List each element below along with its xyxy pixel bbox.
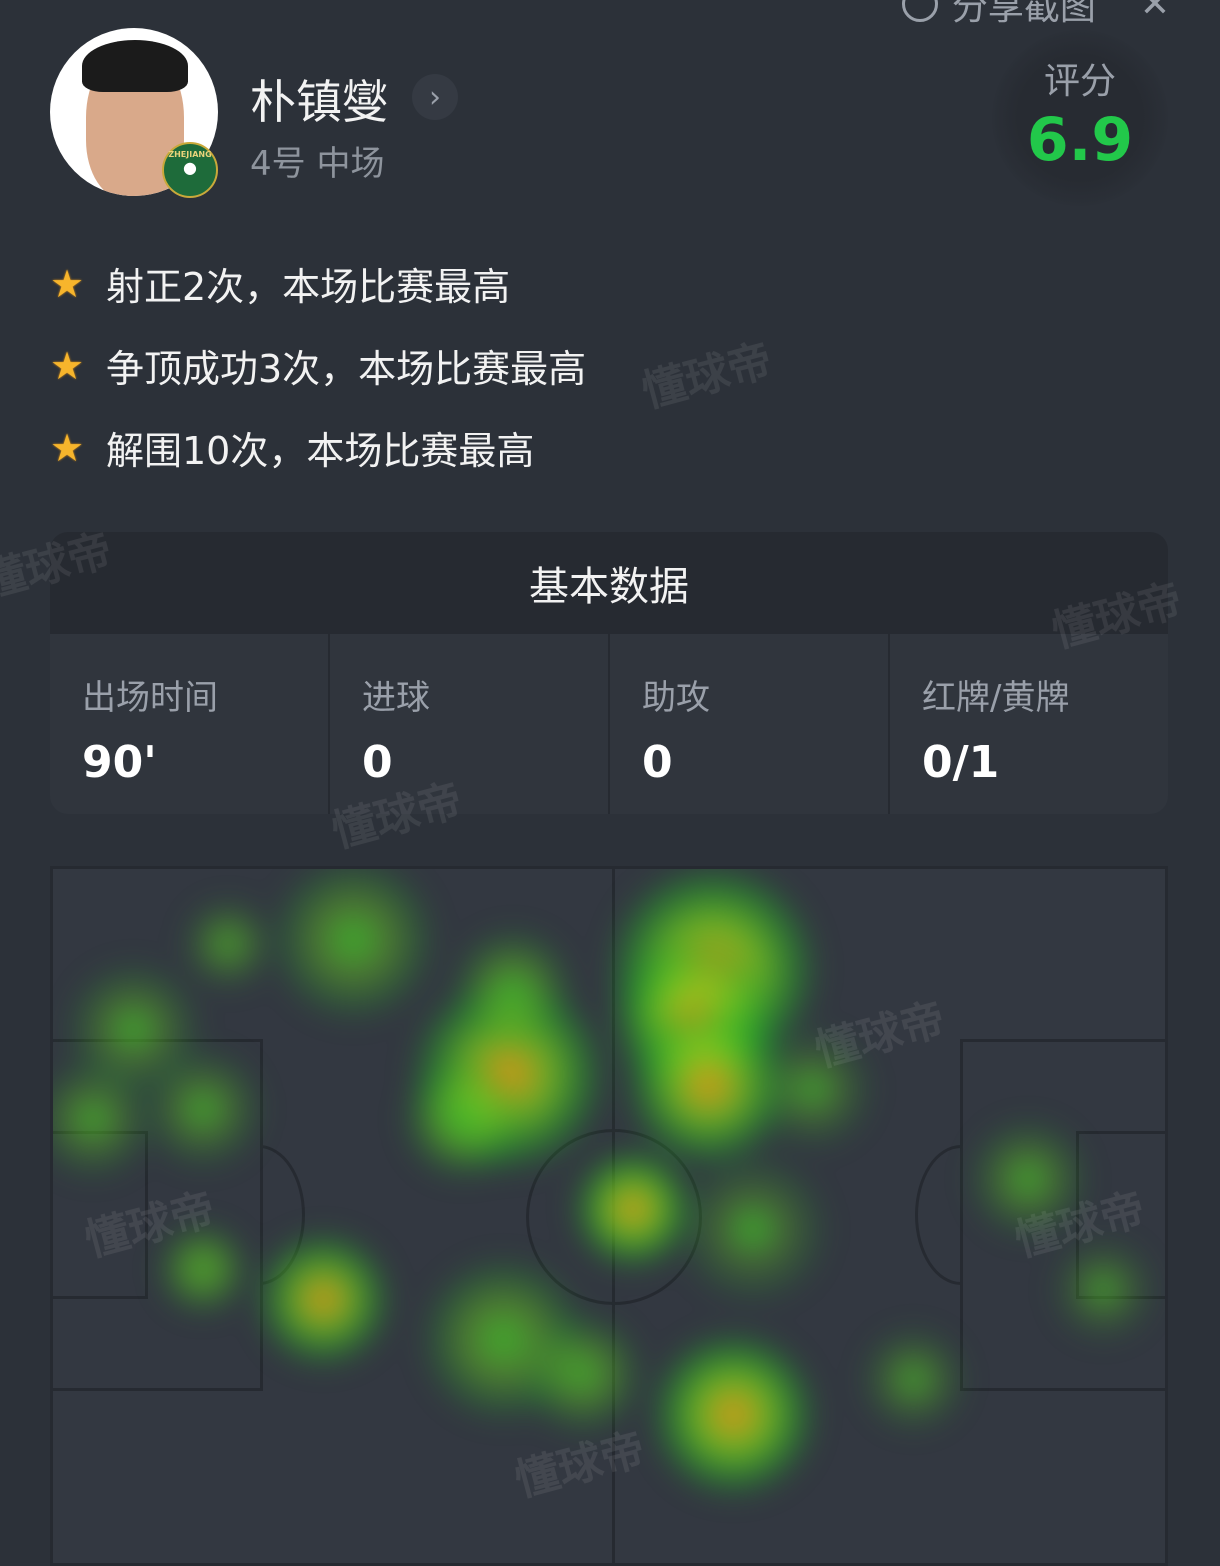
stat-assists: 助攻 0 xyxy=(610,634,890,814)
rating-value: 6.9 xyxy=(1026,105,1134,175)
highlight-text: 射正2次，本场比赛最高 xyxy=(106,265,511,309)
player-photo-hair xyxy=(82,40,188,92)
rating-label: 评分 xyxy=(1043,61,1116,102)
stat-goals: 进球 0 xyxy=(330,634,610,814)
heatmap-blob xyxy=(183,899,273,989)
stat-value: 0/1 xyxy=(922,737,1000,788)
player-number-position: 4号 中场 xyxy=(250,144,385,184)
heatmap-blob xyxy=(860,1326,966,1432)
right-penalty-box xyxy=(960,1039,1165,1391)
star-icon: ★ xyxy=(50,425,85,470)
highlight-item: ★ 解围10次，本场比赛最高 xyxy=(50,420,534,475)
club-badge-text: ZHEJIANG xyxy=(168,150,212,159)
heatmap-blob xyxy=(403,1059,523,1179)
highlight-item: ★ 争顶成功3次，本场比赛最高 xyxy=(50,338,586,393)
club-badge: ZHEJIANG ● xyxy=(162,142,218,198)
top-actions: 分享截图 ✕ xyxy=(901,0,1170,30)
heatmap-layer xyxy=(53,869,1165,1563)
chevron-right-icon[interactable]: › xyxy=(412,74,458,120)
heatmap-blob xyxy=(650,1331,816,1497)
player-name[interactable]: 朴镇燮 xyxy=(250,75,388,129)
heatmap-blob xyxy=(753,1029,873,1149)
stat-label: 出场时间 xyxy=(82,678,218,718)
star-icon: ★ xyxy=(50,261,85,306)
heatmap-blob xyxy=(143,1049,263,1169)
heatmap-pitch: 懂球帝 懂球帝 懂球帝 懂球帝 xyxy=(50,866,1168,1566)
heatmap-blob xyxy=(270,869,436,1022)
stat-value: 90' xyxy=(82,737,157,788)
stat-minutes: 出场时间 90' xyxy=(50,634,330,814)
stat-label: 红牌/黄牌 xyxy=(922,678,1070,718)
stat-value: 0 xyxy=(642,737,673,788)
share-icon[interactable] xyxy=(901,0,938,22)
highlight-item: ★ 射正2次，本场比赛最高 xyxy=(50,256,510,311)
player-avatar xyxy=(50,28,218,196)
heatmap-blob xyxy=(968,1119,1088,1239)
highlight-text: 争顶成功3次，本场比赛最高 xyxy=(106,347,587,391)
heatmap-blob xyxy=(53,1059,153,1179)
rating-badge: 评分 6.9 xyxy=(992,30,1168,206)
stat-label: 进球 xyxy=(362,678,430,718)
heatmap-blob xyxy=(573,1149,693,1269)
star-icon: ★ xyxy=(50,343,85,388)
heatmap-blob xyxy=(158,1224,248,1314)
heatmap-blob xyxy=(453,929,573,1049)
basic-stats-title: 基本数据 xyxy=(50,532,1168,634)
football-icon: ● xyxy=(183,158,197,177)
highlight-text: 解围10次，本场比赛最高 xyxy=(106,429,535,473)
share-screenshot-button[interactable]: 分享截图 xyxy=(951,0,1096,28)
stat-cards: 红牌/黄牌 0/1 xyxy=(890,634,1168,814)
close-icon[interactable]: ✕ xyxy=(1139,0,1170,25)
heatmap-blob xyxy=(255,1231,391,1367)
stat-label: 助攻 xyxy=(642,678,710,718)
heatmap-blob xyxy=(678,1154,828,1304)
watermark: 懂球帝 xyxy=(636,334,778,419)
heatmap-blob xyxy=(1050,1236,1156,1342)
stat-value: 0 xyxy=(362,737,393,788)
basic-stats-card: 基本数据 出场时间 90' 进球 0 助攻 0 红牌/黄牌 0/1 xyxy=(50,532,1168,814)
heatmap-blob xyxy=(523,1314,643,1434)
